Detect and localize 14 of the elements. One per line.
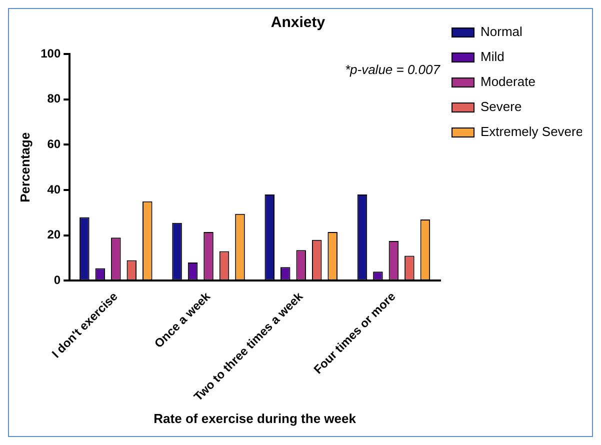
y-tick-label: 20 — [47, 228, 61, 242]
y-tick-label: 80 — [47, 92, 61, 106]
y-axis-title: Percentage — [17, 132, 32, 202]
y-tick-label: 40 — [47, 182, 61, 196]
legend-label: Mild — [480, 49, 504, 64]
legend-label: Severe — [480, 99, 522, 114]
annotation: *p-value = 0.007 — [344, 62, 441, 78]
y-tick-label: 0 — [54, 273, 61, 288]
y-tick-label: 100 — [40, 46, 61, 60]
x-axis-title: Rate of exercise during the week — [154, 410, 357, 426]
y-tick-label: 60 — [47, 136, 61, 151]
chart-title: Anxiety — [270, 14, 326, 32]
legend-label: Moderate — [480, 74, 536, 90]
legend-label: Normal — [480, 24, 523, 40]
